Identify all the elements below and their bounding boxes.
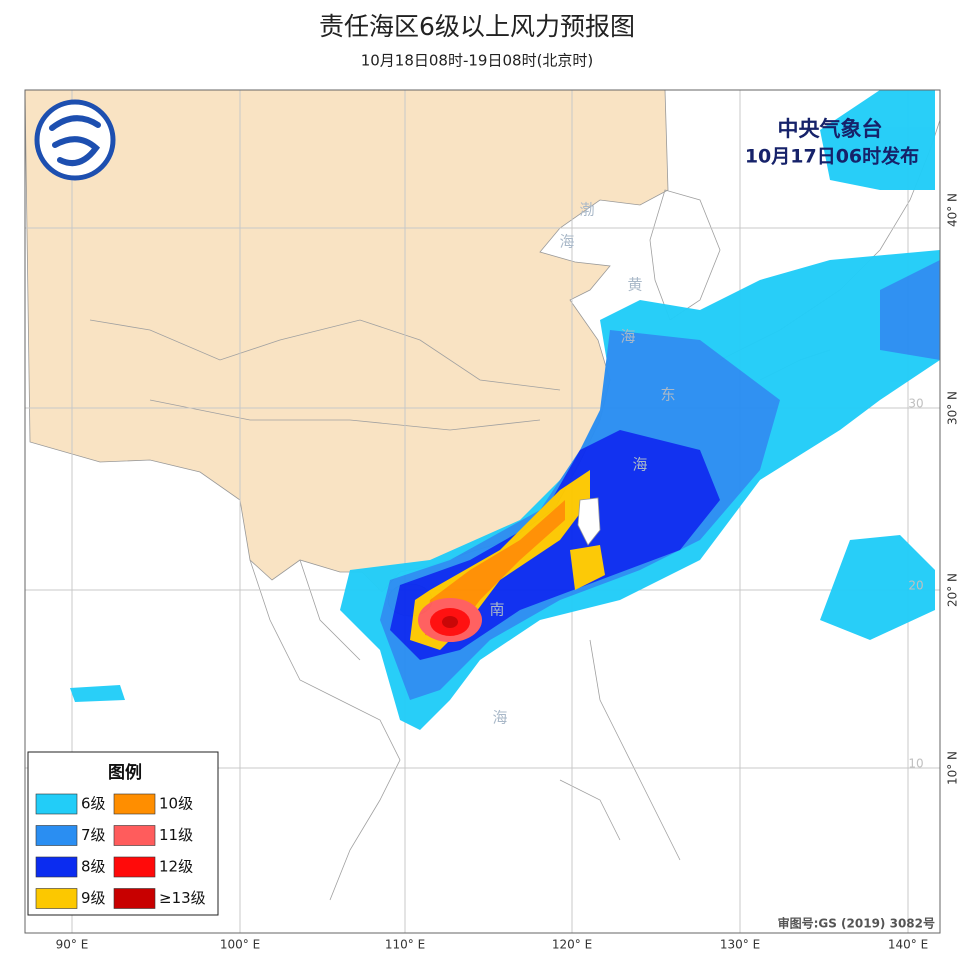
inner-latitude-label: 20 <box>908 579 923 593</box>
latitude-label: 40° N <box>946 193 960 227</box>
legend-label: 8级 <box>81 858 106 876</box>
sea-label: 黄 <box>627 276 642 294</box>
legend-swatch <box>35 793 78 815</box>
legend-label: 6级 <box>81 795 106 813</box>
legend-label: 9级 <box>81 889 106 907</box>
legend-swatch <box>113 793 156 815</box>
latitude-label: 20° N <box>946 573 960 607</box>
wind-zone <box>820 90 935 190</box>
legend-swatch <box>113 888 156 909</box>
philippines <box>559 639 681 861</box>
wind-zone <box>70 685 125 702</box>
wind-zone <box>570 545 605 590</box>
indochina <box>249 559 401 901</box>
review-number: 审图号:GS (2019) 3082号 <box>778 916 935 931</box>
legend-label: 12级 <box>159 858 193 876</box>
inner-latitude-label: 30 <box>908 397 923 411</box>
issue-time: 10月17日06时发布 <box>745 145 919 168</box>
issuer-name: 中央气象台 <box>778 117 883 141</box>
longitude-label: 140° E <box>888 938 928 952</box>
longitude-label: 100° E <box>220 938 260 952</box>
legend-label: ≥13级 <box>159 889 206 907</box>
sea-label: 海 <box>632 456 647 474</box>
legend-swatch <box>113 856 156 878</box>
latitude-label: 30° N <box>946 391 960 425</box>
legend-label: 7级 <box>81 826 106 844</box>
inner-latitude-label: 10 <box>908 757 923 771</box>
sea-label: 南 <box>489 601 504 619</box>
wind-zone <box>820 535 935 640</box>
title: 责任海区6级以上风力预报图 <box>319 12 635 41</box>
longitude-label: 120° E <box>552 938 592 952</box>
logo-mark <box>49 115 101 166</box>
map-frame <box>24 89 941 934</box>
longitude-label: 130° E <box>720 938 760 952</box>
legend-swatch <box>113 825 156 846</box>
subtitle: 10月18日08时-19日08时(北京时) <box>361 52 594 70</box>
legend: 图例 6级 7级 8级 9级 10级 11级 12级 ≥13级 <box>27 751 219 916</box>
legend-swatch <box>35 825 78 846</box>
longitude-label: 90° E <box>56 938 89 952</box>
longitude-label: 110° E <box>385 938 425 952</box>
taiwan <box>577 497 601 546</box>
legend-swatch <box>35 856 78 878</box>
wind-zone <box>442 616 458 628</box>
latitude-label: 10° N <box>946 751 960 785</box>
sea-label: 海 <box>620 328 635 346</box>
wind-zone <box>880 260 940 360</box>
sea-label: 东 <box>660 386 675 404</box>
legend-swatch <box>35 888 78 909</box>
legend-title: 图例 <box>108 762 142 783</box>
sea-label: 海 <box>492 709 507 727</box>
sea-label: 渤 <box>579 201 594 219</box>
sea-label: 海 <box>559 233 574 251</box>
logo <box>34 99 116 181</box>
rivers <box>89 319 561 431</box>
legend-label: 10级 <box>159 795 193 813</box>
legend-label: 11级 <box>159 826 193 844</box>
